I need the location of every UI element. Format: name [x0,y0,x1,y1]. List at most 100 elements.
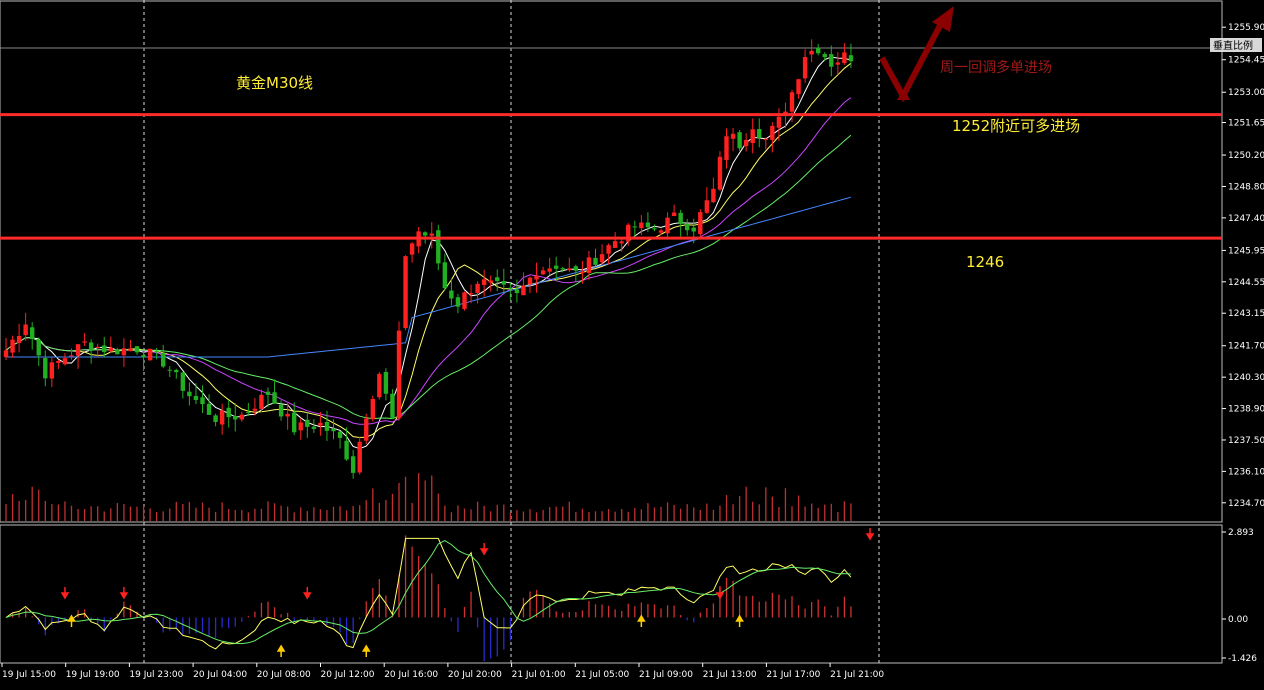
candle-body [802,57,808,79]
price-tick-label: 1238.90 [1228,405,1264,415]
candle-body [23,324,28,336]
candle-body [717,156,723,190]
candle-body [324,421,330,431]
oscillator-panel-border [0,524,1223,664]
signal-down-arrow [715,587,725,600]
candle [285,402,290,430]
annotation-1246-text: 1246 [966,253,1004,271]
candle [711,177,716,204]
candle [161,344,166,369]
price-tick-label: 1248.80 [1228,182,1264,192]
candle [599,244,605,265]
candle-body [521,285,526,296]
candle [265,387,271,408]
candle-body [567,268,572,271]
candle-body [95,346,100,348]
candle [455,293,461,314]
candle-body [423,232,428,236]
price-tick-label: 1237.50 [1228,436,1264,446]
candle-body [730,133,736,139]
candle-body [848,55,854,62]
candle [678,209,683,237]
candle-body [593,257,598,265]
candle [724,128,729,169]
candle [154,347,159,360]
candle-body [737,132,742,149]
candle [82,333,87,346]
candle [462,291,467,311]
candle-body [292,412,297,433]
candle [43,350,48,387]
candle [147,348,153,361]
candle-body [383,371,389,394]
candle [311,419,317,433]
candle-body [534,275,539,280]
candle-body [147,348,153,361]
ma-line-20 [5,97,852,425]
signal-down-arrow [60,587,70,600]
candle-body [436,230,441,264]
candle [409,242,415,263]
candle [337,431,343,449]
candle [331,419,336,440]
candle [30,322,35,350]
candle-body [226,407,231,418]
candle [62,353,68,366]
current-price-text: 垂直比例 [1213,39,1253,52]
candle-body [599,254,605,263]
price-tick-label: 1253.00 [1228,88,1264,98]
signal-down-arrow [479,543,489,556]
candle-body [508,287,513,289]
candle [501,268,506,295]
candle [272,379,277,404]
time-tick-label: 19 Jul 15:00 [2,670,56,680]
candle-body [285,414,290,417]
candle [429,222,434,249]
candle-body [678,212,683,225]
candle-body [835,62,841,65]
candle [56,359,61,369]
candle [763,137,768,150]
candle [770,122,775,153]
candle [350,449,356,479]
candle [822,52,827,62]
candle [842,43,847,65]
candle [495,269,500,292]
candle [442,253,448,291]
candle-body [219,410,225,425]
candle-body [671,212,677,217]
candle [475,281,480,304]
candle [547,257,552,276]
candle-body [501,281,506,285]
time-tick-label: 21 Jul 09:00 [639,670,693,680]
candle-body [357,441,362,473]
price-tick-label: 1250.20 [1228,151,1264,161]
candle-body [102,345,107,353]
candle-body [554,265,559,269]
candle-body [763,138,768,140]
candle-body [606,245,611,254]
axes: 1255.90 1254.45 1253.00 1251.65 1250.20 1248.… [1,23,1264,680]
candle-body [88,342,94,351]
candle-body [115,349,120,355]
candle [573,264,579,283]
candle-body [691,227,696,232]
volume-bars [5,473,852,521]
candle [69,348,74,360]
candle [488,275,493,292]
candle [377,371,382,400]
candle-body [403,256,408,329]
time-tick-label: 20 Jul 20:00 [448,670,502,680]
candle-body [108,347,113,352]
time-tick-label: 21 Jul 21:00 [830,670,884,680]
candle [527,276,533,294]
candle-body [278,404,284,417]
candle [278,400,284,421]
candle [737,129,742,151]
candle-body [449,290,454,299]
candle [652,224,657,232]
candle-body [16,335,22,344]
candle [200,385,205,413]
candle [632,220,637,240]
candle-body [652,228,657,230]
